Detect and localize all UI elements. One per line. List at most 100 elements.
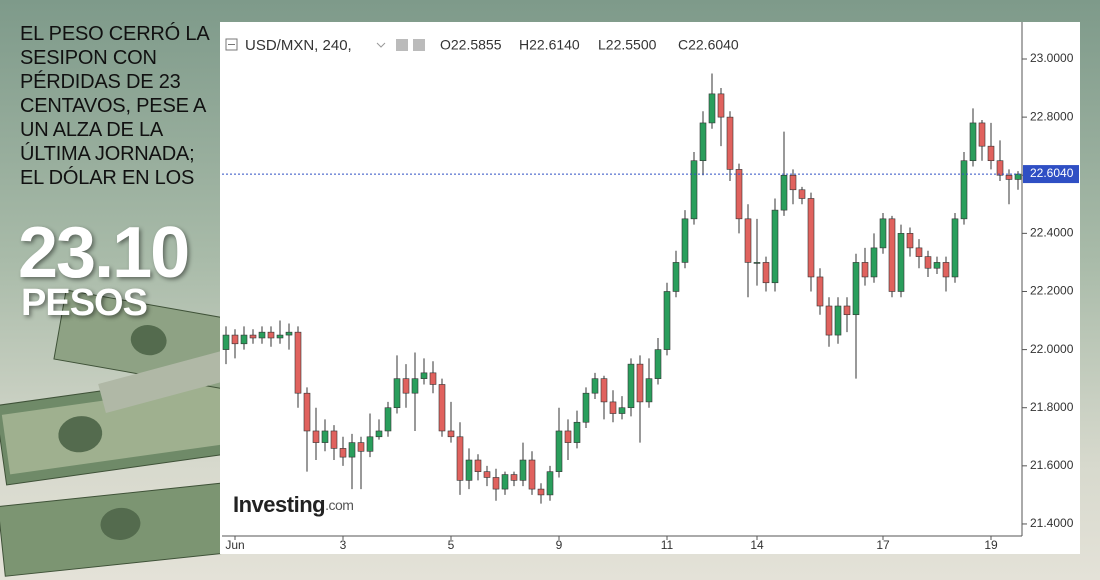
watermark-suffix: .com — [325, 497, 353, 513]
candle-body — [411, 378, 419, 394]
candle-body — [825, 305, 833, 336]
candle-body — [366, 436, 374, 452]
candle-body — [573, 421, 581, 443]
headline-line: EL DÓLAR EN LOS — [20, 167, 195, 189]
candle-body — [285, 331, 293, 336]
candle-body — [861, 262, 869, 278]
candle-body — [717, 93, 725, 118]
candle-body — [609, 401, 617, 414]
ohlc-value: L22.5500 — [598, 37, 657, 53]
y-tick-label: 21.6000 — [1030, 458, 1074, 472]
headline-line: PÉRDIDAS DE 23 — [20, 71, 181, 93]
candle-body — [672, 262, 680, 292]
candle-body — [339, 448, 347, 458]
headline-unit: PESOS — [21, 282, 148, 324]
candle-body — [357, 442, 365, 452]
settings-icon — [413, 39, 425, 51]
watermark-brand: Investing — [233, 492, 325, 517]
candle-body — [321, 430, 329, 443]
candle-body — [519, 459, 527, 481]
headline-line: CENTAVOS, PESE A — [20, 95, 207, 117]
candle-body — [393, 378, 401, 409]
candle-body — [870, 247, 878, 278]
candle-body — [267, 331, 275, 339]
candle-body — [384, 407, 392, 432]
candle-body — [258, 331, 266, 339]
candle-body — [555, 430, 563, 472]
candle-body — [951, 218, 959, 278]
candle-body — [699, 122, 707, 162]
candle-body — [978, 122, 986, 147]
y-tick-label: 22.4000 — [1030, 226, 1074, 240]
candle-body — [618, 407, 626, 414]
x-tick-label: Jun — [225, 538, 244, 552]
y-tick-label: 21.8000 — [1030, 400, 1074, 414]
candle-body — [780, 174, 788, 211]
candle-body — [429, 372, 437, 385]
candle-body — [276, 334, 284, 339]
headline-line: UN ALZA DE LA — [20, 119, 164, 141]
candle-body — [1005, 174, 1013, 180]
candle-body — [708, 93, 716, 124]
candle-body — [798, 189, 806, 199]
candle-body — [654, 349, 662, 379]
candle-body — [690, 160, 698, 220]
candle-body — [906, 233, 914, 249]
x-tick-label: 19 — [984, 538, 998, 552]
candle-body — [510, 474, 518, 481]
candle-body — [816, 276, 824, 307]
candle-body — [942, 262, 950, 278]
candle-body — [501, 474, 509, 490]
candle-body — [771, 209, 779, 284]
candle-body — [591, 378, 599, 394]
y-tick-label: 22.2000 — [1030, 284, 1074, 298]
x-tick-label: 9 — [556, 538, 563, 552]
candle-body — [600, 378, 608, 403]
x-tick-label: 14 — [750, 538, 764, 552]
candle-body — [348, 442, 356, 458]
candle-body — [789, 174, 797, 191]
x-tick-label: 17 — [876, 538, 890, 552]
candle-body — [735, 169, 743, 220]
candle-body — [753, 262, 761, 264]
candle-body — [375, 430, 383, 438]
candle-body — [564, 430, 572, 443]
candle-body — [249, 334, 257, 339]
candle-body — [636, 363, 644, 403]
candle-body — [222, 334, 230, 350]
candle-body — [852, 262, 860, 316]
last-price-box — [1023, 165, 1079, 184]
candle-body — [582, 392, 590, 423]
candle-body — [933, 262, 941, 269]
candle-body — [456, 436, 464, 481]
band — [98, 350, 232, 414]
candle-body — [987, 145, 995, 162]
candle-body — [294, 331, 302, 394]
candle-body — [474, 459, 482, 472]
candle-body — [645, 378, 653, 403]
candle-body — [996, 160, 1004, 176]
candle-body — [726, 116, 734, 170]
candle-body — [528, 459, 536, 490]
ohlc-value: O22.5855 — [440, 37, 502, 53]
candle-body — [483, 471, 491, 478]
y-tick-label: 22.0000 — [1030, 342, 1074, 356]
collapse-icon — [225, 38, 238, 51]
candle-body — [681, 218, 689, 263]
candle-body — [762, 262, 770, 284]
headline-figure: 23.10 — [18, 213, 190, 293]
candle-body — [492, 477, 500, 490]
y-tick-label: 22.8000 — [1030, 109, 1074, 123]
chart-frame — [220, 22, 1080, 554]
chart-title: USD/MXN, 240, — [245, 37, 352, 54]
candle-body — [330, 430, 338, 449]
candle-body — [915, 247, 923, 257]
candle-body — [447, 430, 455, 438]
settings-icon — [396, 39, 408, 51]
dropdown-icon — [376, 42, 386, 48]
x-tick-label: 11 — [661, 538, 674, 552]
candle-body — [888, 218, 896, 292]
